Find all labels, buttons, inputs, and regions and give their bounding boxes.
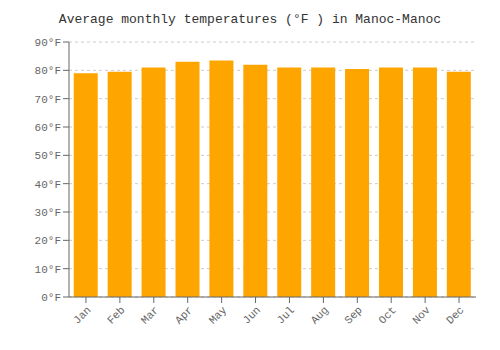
svg-text:80°F: 80°F	[35, 65, 61, 77]
svg-text:60°F: 60°F	[35, 122, 61, 134]
html-text:Average monthly temperatures (: Average monthly temperatures (°F ) in Ma…	[58, 12, 442, 27]
svg-text:Nov: Nov	[410, 304, 433, 327]
svg-text:Sep: Sep	[342, 304, 364, 326]
svg-text:Mar: Mar	[139, 304, 161, 326]
svg-text:Jul: Jul	[275, 304, 297, 326]
svg-text:20°F: 20°F	[35, 235, 61, 247]
svg-text:30°F: 30°F	[35, 207, 61, 219]
svg-text:Dec: Dec	[444, 304, 466, 326]
svg-text:Apr: Apr	[173, 304, 195, 326]
svg-text:0°F: 0°F	[41, 292, 61, 304]
svg-text:70°F: 70°F	[35, 94, 61, 106]
svg-text:May: May	[207, 304, 230, 327]
svg-text:Aug: Aug	[309, 304, 331, 326]
svg-text:50°F: 50°F	[35, 150, 61, 162]
svg-text:Oct: Oct	[376, 304, 398, 326]
svg-text:10°F: 10°F	[35, 264, 61, 276]
svg-text:Jun: Jun	[241, 304, 263, 326]
svg-text:Feb: Feb	[105, 304, 127, 326]
svg-text:40°F: 40°F	[35, 179, 61, 191]
svg-text:Jan: Jan	[71, 304, 93, 326]
svg-text:90°F: 90°F	[35, 37, 61, 49]
